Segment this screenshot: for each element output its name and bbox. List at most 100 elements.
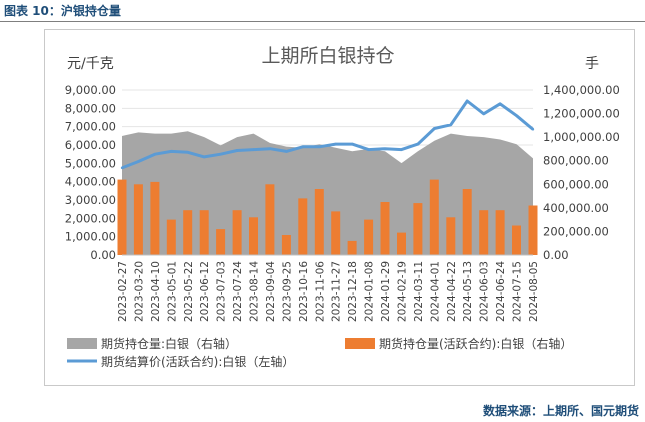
line-point bbox=[498, 102, 502, 106]
line-point bbox=[351, 142, 354, 146]
line-point bbox=[137, 160, 140, 163]
x-tick-label: 2023-03-20 bbox=[133, 261, 145, 322]
x-tick-label: 2023-02-27 bbox=[117, 261, 129, 322]
legend-label-line: 期货结算价(活跃合约):白银（左轴） bbox=[101, 354, 294, 369]
x-tick-label: 2024-05-13 bbox=[462, 261, 474, 322]
left-tick-label: 9,000.00 bbox=[65, 83, 116, 97]
left-axis-unit: 元/千克 bbox=[67, 56, 114, 72]
bar bbox=[446, 217, 456, 255]
x-tick-label: 2023-09-04 bbox=[265, 261, 277, 322]
line-point bbox=[449, 123, 452, 127]
chart-frame: 上期所白银持仓 元/千克 手 0.00 1,000.00 2,000.00 3,000… bbox=[44, 29, 635, 386]
bar bbox=[183, 210, 193, 255]
left-tick-label: 4,000.00 bbox=[65, 175, 116, 189]
right-tick-label: 1,400,000.00 bbox=[543, 83, 620, 97]
right-axis-ticks: 0.00 200,000.00 400,000.00 600,000.00 800,00… bbox=[543, 83, 620, 262]
x-tick-label: 2024-04-01 bbox=[429, 261, 441, 322]
bar-series-layer bbox=[117, 179, 538, 255]
left-axis-ticks: 0.00 1,000.00 2,000.00 3,000.00 4,000.00 5,00… bbox=[65, 83, 116, 262]
left-tick-label: 0.00 bbox=[90, 248, 116, 262]
right-tick-label: 600,000.00 bbox=[543, 177, 609, 191]
line-point bbox=[400, 148, 403, 151]
right-tick-label: 400,000.00 bbox=[543, 201, 609, 215]
line-point bbox=[515, 114, 518, 117]
bar bbox=[495, 210, 505, 255]
x-tick-label: 2024-06-24 bbox=[495, 261, 507, 322]
line-point bbox=[186, 151, 189, 154]
bar bbox=[429, 179, 439, 255]
left-tick-label: 1,000.00 bbox=[65, 230, 116, 244]
legend-label-bar: 期货持仓量(活跃合约):白银（右轴） bbox=[379, 336, 572, 351]
line-point bbox=[170, 150, 173, 153]
left-tick-label: 2,000.00 bbox=[65, 211, 116, 225]
bar bbox=[117, 179, 127, 255]
x-tick-label: 2024-04-22 bbox=[446, 261, 458, 322]
bar bbox=[512, 225, 521, 255]
x-tick-label: 2023-08-14 bbox=[249, 261, 261, 322]
right-tick-label: 1,200,000.00 bbox=[543, 107, 620, 121]
bar bbox=[331, 211, 341, 255]
left-tick-label: 7,000.00 bbox=[65, 120, 116, 134]
bar bbox=[249, 217, 258, 255]
bar bbox=[380, 202, 390, 255]
figure-label: 图表 10：沪银持仓量 bbox=[4, 4, 121, 18]
title-divider bbox=[0, 21, 645, 22]
bar bbox=[281, 235, 291, 255]
right-tick-label: 1,000,000.00 bbox=[543, 130, 620, 144]
x-tick-label: 2023-09-25 bbox=[281, 261, 293, 322]
line-point bbox=[318, 145, 321, 148]
line-point bbox=[120, 166, 124, 170]
line-point bbox=[416, 142, 420, 146]
line-point bbox=[466, 99, 469, 103]
bar bbox=[232, 210, 242, 255]
left-tick-label: 3,000.00 bbox=[65, 193, 116, 207]
line-point bbox=[203, 155, 206, 159]
line-point bbox=[482, 112, 485, 116]
bar bbox=[216, 229, 226, 255]
right-tick-label: 0.00 bbox=[543, 248, 569, 262]
x-tick-label: 2024-01-08 bbox=[364, 261, 376, 322]
line-series-layer bbox=[120, 99, 535, 170]
x-tick-label: 2024-08-05 bbox=[528, 261, 540, 322]
line-point bbox=[235, 149, 239, 152]
bar bbox=[199, 210, 209, 255]
x-axis-ticks: 2023-02-27 2023-03-20 2023-04-10 2023-05-01… bbox=[117, 254, 540, 322]
bar bbox=[364, 219, 374, 255]
x-tick-label: 2023-11-27 bbox=[331, 261, 343, 322]
x-tick-label: 2024-06-03 bbox=[479, 261, 491, 322]
x-tick-label: 2023-10-16 bbox=[298, 261, 310, 322]
line-point bbox=[531, 128, 535, 131]
x-tick-label: 2023-05-22 bbox=[183, 261, 195, 322]
x-tick-label: 2023-06-12 bbox=[199, 261, 211, 322]
bar bbox=[133, 184, 143, 255]
chart-svg: 上期所白银持仓 元/千克 手 0.00 1,000.00 2,000.00 3,000… bbox=[65, 45, 620, 369]
x-tick-label: 2024-03-11 bbox=[413, 261, 425, 322]
x-tick-label: 2023-11-06 bbox=[314, 261, 326, 322]
right-axis-unit: 手 bbox=[585, 56, 599, 72]
line-point bbox=[153, 153, 157, 156]
legend-label-area: 期货持仓量:白银（右轴） bbox=[101, 336, 237, 351]
bar bbox=[479, 210, 489, 255]
right-tick-label: 800,000.00 bbox=[543, 154, 609, 168]
x-tick-label: 2024-01-29 bbox=[380, 261, 392, 322]
x-tick-label: 2023-12-18 bbox=[347, 261, 359, 322]
bar bbox=[462, 189, 472, 255]
source-note: 数据来源：上期所、国元期货 bbox=[482, 404, 639, 418]
legend-swatch-bar bbox=[345, 338, 375, 349]
x-tick-label: 2024-02-19 bbox=[397, 261, 409, 322]
legend-swatch-area bbox=[67, 338, 97, 349]
left-tick-label: 5,000.00 bbox=[65, 156, 116, 170]
bar bbox=[347, 240, 357, 255]
chart-title: 上期所白银持仓 bbox=[261, 45, 394, 67]
bar bbox=[397, 232, 406, 255]
bar bbox=[298, 198, 308, 255]
line-point bbox=[285, 150, 288, 153]
x-tick-label: 2023-07-24 bbox=[232, 261, 244, 322]
left-tick-label: 8,000.00 bbox=[65, 101, 116, 115]
price-line bbox=[121, 99, 534, 170]
bar bbox=[150, 181, 160, 255]
right-tick-label: 200,000.00 bbox=[543, 224, 609, 238]
x-tick-label: 2024-07-15 bbox=[512, 261, 524, 322]
x-tick-label: 2023-05-01 bbox=[166, 261, 178, 322]
line-point bbox=[433, 127, 436, 130]
